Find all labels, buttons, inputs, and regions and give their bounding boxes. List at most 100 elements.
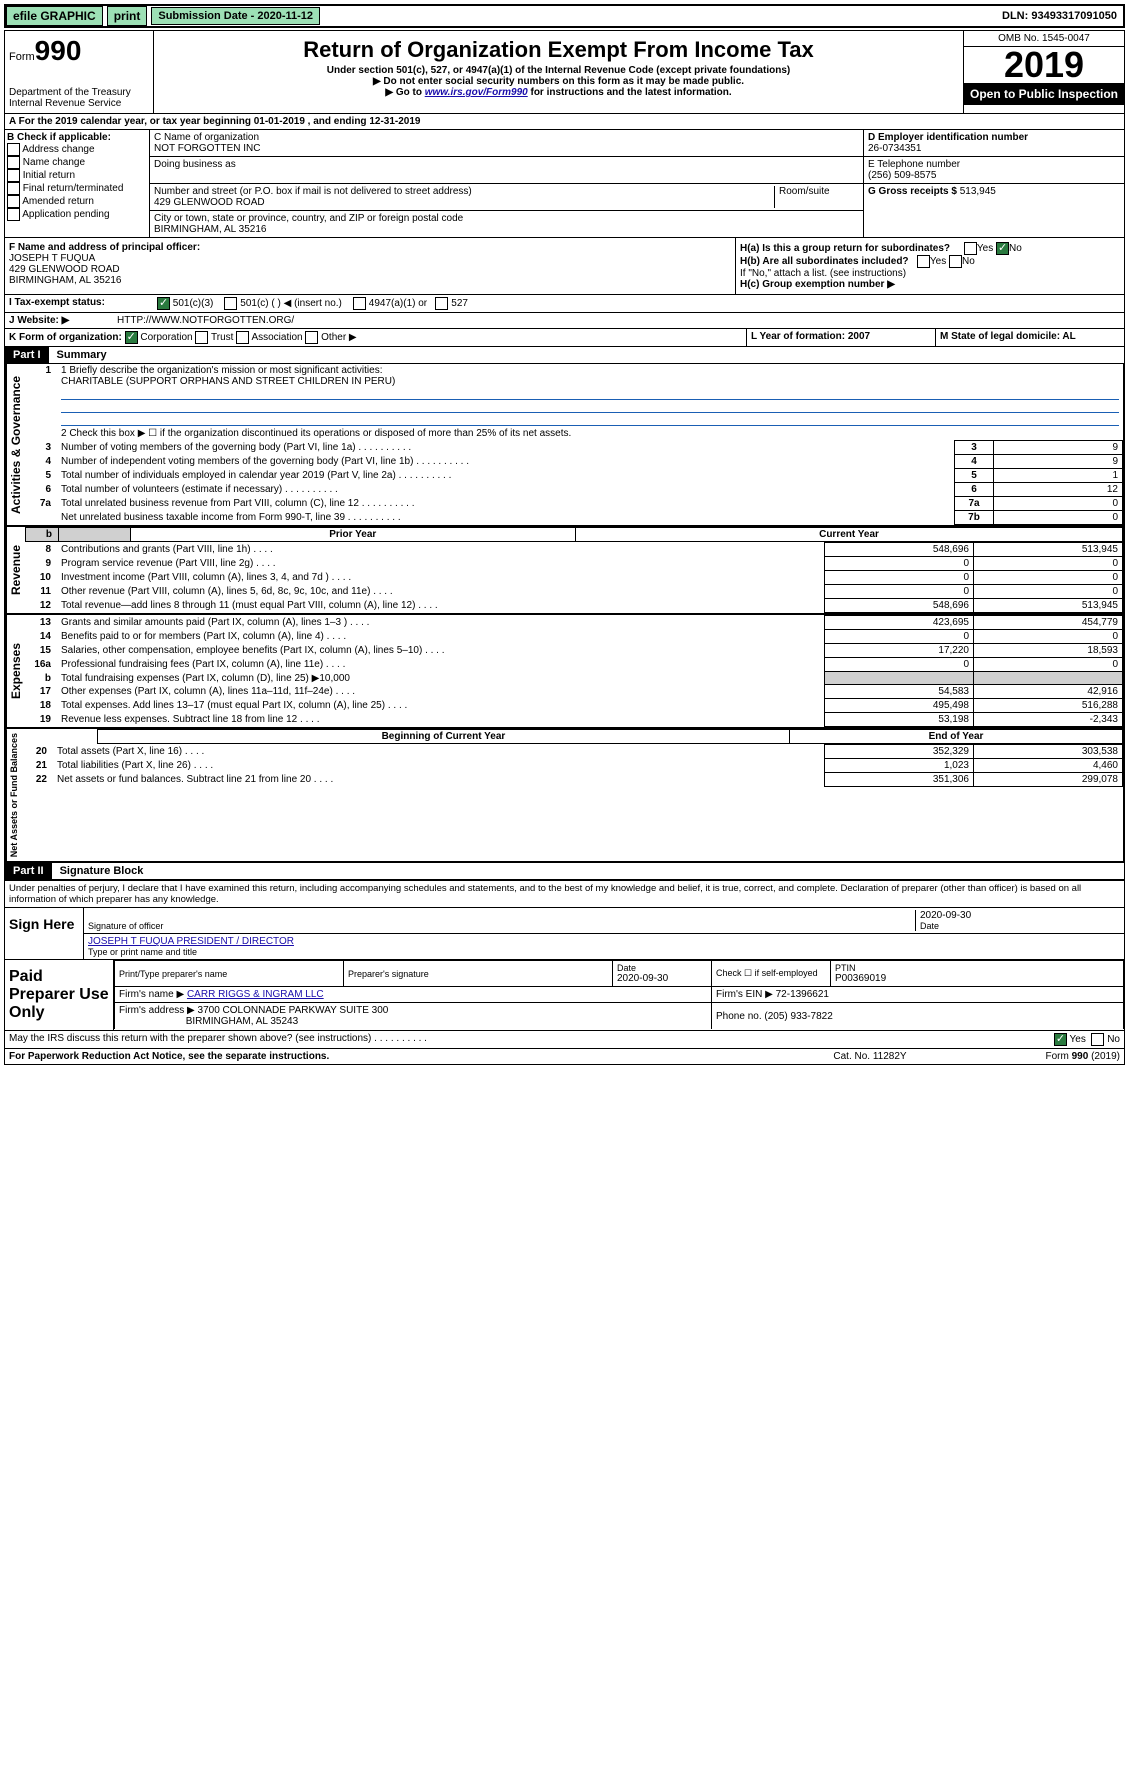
- discuss-no-check[interactable]: [1091, 1033, 1104, 1046]
- line13-current: 454,779: [974, 616, 1123, 630]
- open-inspection: Open to Public Inspection: [964, 83, 1124, 105]
- paid-preparer-label: Paid Preparer Use Only: [5, 960, 113, 1030]
- trust-check[interactable]: [195, 331, 208, 344]
- part1-header: Part I: [5, 347, 49, 363]
- final-return-check[interactable]: [7, 182, 20, 195]
- row-j: J Website: ▶ HTTP://WWW.NOTFORGOTTEN.ORG…: [4, 313, 1125, 329]
- form-title: Return of Organization Exempt From Incom…: [158, 37, 959, 63]
- vert-governance: Activities & Governance: [6, 364, 25, 525]
- 527-check[interactable]: [435, 297, 448, 310]
- lineb-prior: [825, 672, 974, 685]
- part2-header: Part II: [5, 863, 52, 879]
- name-change-check[interactable]: [7, 156, 20, 169]
- line7a-value: 0: [994, 497, 1123, 511]
- org-address: 429 GLENWOOD ROAD: [154, 197, 774, 208]
- line9-prior: 0: [825, 557, 974, 571]
- ein: 26-0734351: [868, 143, 1120, 154]
- year-formation: L Year of formation: 2007: [746, 329, 935, 346]
- website: HTTP://WWW.NOTFORGOTTEN.ORG/: [113, 313, 298, 328]
- lineb-current: [974, 672, 1123, 685]
- line11-current: 0: [974, 585, 1123, 599]
- line8-current: 513,945: [974, 543, 1123, 557]
- discuss-yes-check[interactable]: [1054, 1033, 1067, 1046]
- box-b: B Check if applicable: Address change Na…: [5, 130, 150, 237]
- line18-prior: 495,498: [825, 699, 974, 713]
- vert-expenses: Expenses: [6, 615, 25, 727]
- firm-name[interactable]: CARR RIGGS & INGRAM LLC: [187, 989, 324, 1000]
- org-name: NOT FORGOTTEN INC: [154, 143, 859, 154]
- vert-revenue: Revenue: [6, 527, 25, 613]
- line21-prior: 1,023: [825, 759, 974, 773]
- line20-current: 303,538: [974, 745, 1123, 759]
- efile-button[interactable]: efile GRAPHIC: [6, 6, 103, 26]
- 501c-check[interactable]: [224, 297, 237, 310]
- form-number: Form990: [9, 35, 149, 67]
- tax-year: 2019: [964, 47, 1124, 83]
- part2: Part II Signature Block: [4, 863, 1125, 881]
- sig-date: 2020-09-30: [920, 910, 1120, 921]
- officer-print-name[interactable]: JOSEPH T FUQUA PRESIDENT / DIRECTOR: [88, 936, 294, 947]
- line19-current: -2,343: [974, 713, 1123, 727]
- amended-check[interactable]: [7, 195, 20, 208]
- hb-yes-check[interactable]: [917, 255, 930, 268]
- line8-prior: 548,696: [825, 543, 974, 557]
- dept-label: Department of the Treasury Internal Reve…: [9, 87, 149, 109]
- telephone: (256) 509-8575: [868, 170, 1120, 181]
- gross-receipts: 513,945: [960, 186, 996, 197]
- phone: (205) 933-7822: [764, 1011, 832, 1022]
- mission-text: CHARITABLE (SUPPORT ORPHANS AND STREET C…: [61, 376, 395, 387]
- 4947-check[interactable]: [353, 297, 366, 310]
- form-header: Form990 Department of the Treasury Inter…: [4, 30, 1125, 114]
- signature-block: Under penalties of perjury, I declare th…: [4, 881, 1125, 1031]
- print-button[interactable]: print: [107, 6, 148, 26]
- corp-check[interactable]: [125, 331, 138, 344]
- irs-link[interactable]: www.irs.gov/Form990: [425, 87, 528, 98]
- line3-value: 9: [994, 441, 1123, 455]
- line5-value: 1: [994, 469, 1123, 483]
- hb-no-check[interactable]: [949, 255, 962, 268]
- discuss-row: May the IRS discuss this return with the…: [4, 1031, 1125, 1049]
- dln-label: DLN: 93493317091050: [996, 8, 1123, 24]
- line14-current: 0: [974, 630, 1123, 644]
- org-city: BIRMINGHAM, AL 35216: [154, 224, 859, 235]
- form-subtitle: Under section 501(c), 527, or 4947(a)(1)…: [158, 65, 959, 76]
- form-note2: ▶ Go to www.irs.gov/Form990 for instruct…: [158, 87, 959, 98]
- line12-current: 513,945: [974, 599, 1123, 613]
- line17-prior: 54,583: [825, 685, 974, 699]
- assoc-check[interactable]: [236, 331, 249, 344]
- row-a-period: A For the 2019 calendar year, or tax yea…: [4, 114, 1125, 130]
- line7b-value: 0: [994, 511, 1123, 525]
- row-f-h: F Name and address of principal officer:…: [4, 238, 1125, 295]
- top-bar: efile GRAPHIC print Submission Date - 20…: [4, 4, 1125, 28]
- vert-netassets: Net Assets or Fund Balances: [6, 729, 21, 861]
- line11-prior: 0: [825, 585, 974, 599]
- line14-prior: 0: [825, 630, 974, 644]
- firm-ein: 72-1396621: [776, 989, 829, 1000]
- sign-here-label: Sign Here: [5, 908, 83, 959]
- ha-no-check[interactable]: [996, 242, 1009, 255]
- line20-prior: 352,329: [825, 745, 974, 759]
- officer-name: JOSEPH T FUQUA: [9, 253, 731, 264]
- form-note1: ▶ Do not enter social security numbers o…: [158, 76, 959, 87]
- line12-prior: 548,696: [825, 599, 974, 613]
- line6-value: 12: [994, 483, 1123, 497]
- other-check[interactable]: [305, 331, 318, 344]
- row-k: K Form of organization: Corporation Trus…: [4, 329, 1125, 347]
- line4-value: 9: [994, 455, 1123, 469]
- line16a-prior: 0: [825, 658, 974, 672]
- line21-current: 4,460: [974, 759, 1123, 773]
- addr-change-check[interactable]: [7, 143, 20, 156]
- submission-date: Submission Date - 2020-11-12: [151, 7, 320, 25]
- initial-return-check[interactable]: [7, 169, 20, 182]
- box-defg: D Employer identification number 26-0734…: [864, 130, 1124, 237]
- state-domicile: M State of legal domicile: AL: [935, 329, 1124, 346]
- line15-current: 18,593: [974, 644, 1123, 658]
- ha-yes-check[interactable]: [964, 242, 977, 255]
- line10-prior: 0: [825, 571, 974, 585]
- ptin: P00369019: [835, 973, 886, 984]
- box-c: C Name of organization NOT FORGOTTEN INC…: [150, 130, 864, 237]
- 501c3-check[interactable]: [157, 297, 170, 310]
- line10-current: 0: [974, 571, 1123, 585]
- page-footer: For Paperwork Reduction Act Notice, see …: [4, 1049, 1125, 1065]
- app-pending-check[interactable]: [7, 208, 20, 221]
